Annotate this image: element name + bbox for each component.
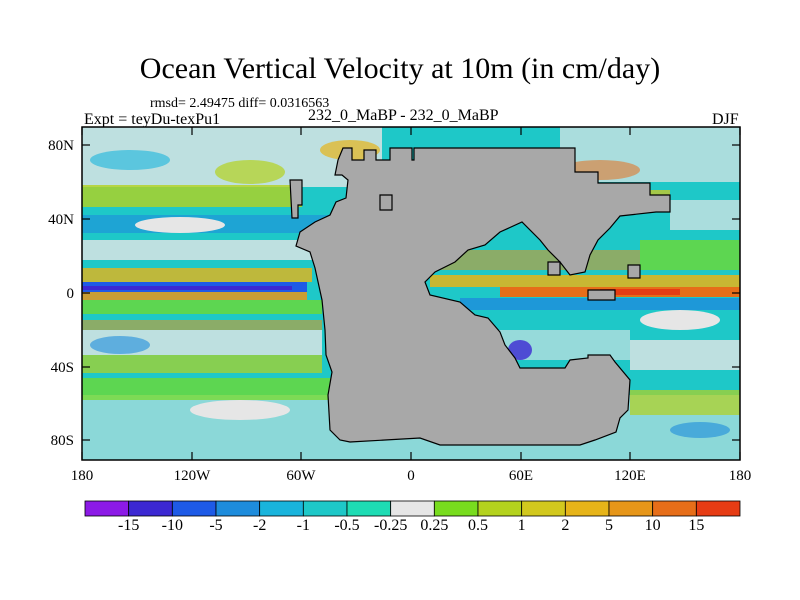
colorbar-swatch [433,500,479,517]
x-tick-label-60e: 60E [508,468,534,484]
colorbar-label: 5 [605,517,613,534]
x-tick-label-120w: 120W [173,468,211,484]
comparison-label: 232_0_MaBP - 232_0_MaBP [308,107,499,124]
colorbar-swatch [84,500,130,517]
colorbar [84,500,741,517]
season-label: DJF [712,111,739,128]
colorbar-label: -5 [209,517,223,534]
y-tick-label-40s: 40S [50,360,74,376]
colorbar-label: 1 [517,517,526,534]
land-island-east-3 [627,264,641,279]
colorbar-swatch [652,500,697,517]
colorbar-label: -0.5 [334,517,360,534]
colorbar-swatch [346,500,392,517]
colorbar-swatch [390,500,435,517]
land-island-west [289,179,303,219]
x-tick-label-0: 0 [407,468,415,484]
colorbar-swatch [128,500,173,517]
colorbar-swatch [171,500,217,517]
colorbar-swatch [302,500,348,517]
x-tick-label-180e: 180 [728,468,752,484]
stats-text: rmsd= 2.49475 diff= 0.0316563 [150,96,330,111]
land-island-east-2 [587,289,616,301]
colorbar-swatch [608,500,654,517]
colorbar-label: 0.5 [468,517,488,534]
colorbar-swatch [215,500,261,517]
experiment-label: Expt = teyDu-texPu1 [84,111,221,128]
y-tick-label-0: 0 [66,286,75,302]
colorbar-label: 0.25 [420,517,449,534]
colorbar-swatch [259,500,304,517]
y-tick-label-40n: 40N [48,212,74,228]
y-tick-label-80n: 80N [48,138,74,154]
land-island-east-1 [547,261,561,276]
colorbar-label: -0.25 [373,517,408,534]
colorbar-label: -15 [117,517,140,534]
x-tick-label-180w: 180 [70,468,94,484]
colorbar-swatch [564,500,610,517]
plot-title: Ocean Vertical Velocity at 10m (in cm/da… [139,52,661,85]
y-tick-label-80s: 80S [50,433,74,449]
land-mask [289,147,671,446]
land-americas-africa [295,147,671,446]
colorbar-label: -1 [296,517,310,534]
colorbar-label: -10 [161,517,183,534]
x-tick-label-60w: 60W [286,468,316,484]
colorbar-label: 10 [644,517,661,534]
colorbar-swatch [477,500,523,517]
colorbar-label: 2 [561,517,570,534]
colorbar-swatch [521,500,566,517]
axis-ticks [81,127,741,460]
x-tick-label-120e: 120E [614,468,646,484]
colorbar-label: 15 [688,517,705,534]
colorbar-swatch [695,500,741,517]
colorbar-label: -2 [252,517,267,534]
land-island-north [379,194,393,211]
